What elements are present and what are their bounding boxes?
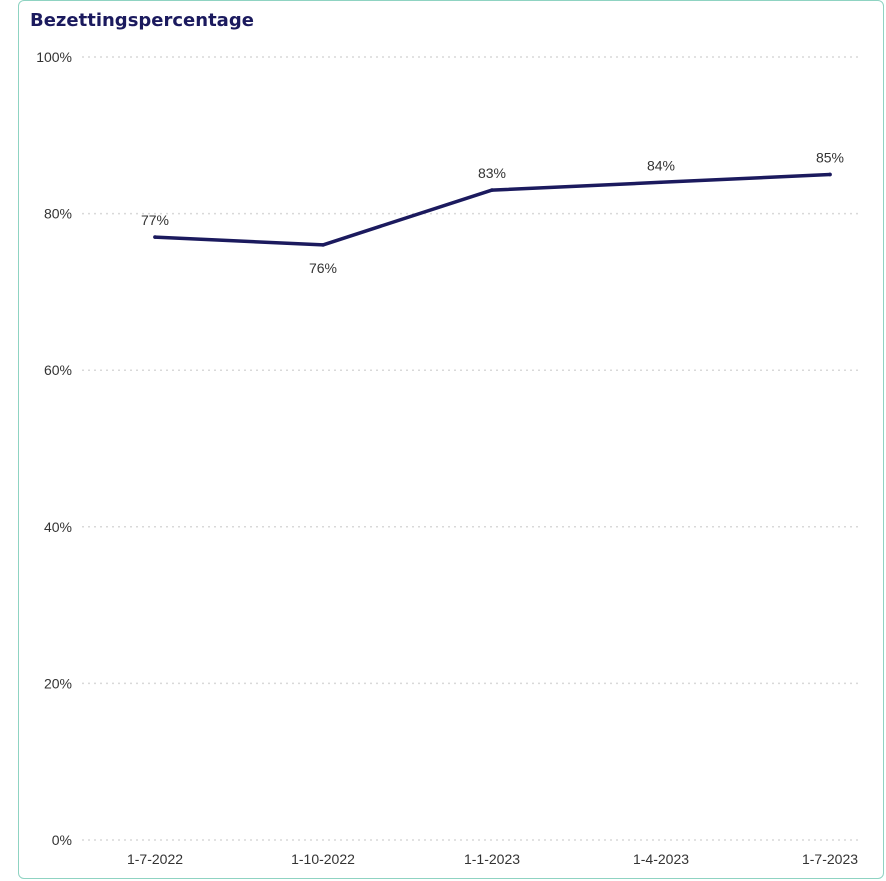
x-tick-label: 1-7-2023: [802, 851, 858, 867]
y-tick-label: 60%: [44, 362, 72, 378]
chart-title: Bezettingspercentage: [30, 10, 254, 31]
data-label: 84%: [647, 157, 675, 173]
x-tick-label: 1-10-2022: [291, 851, 355, 867]
data-point: [659, 180, 663, 185]
x-tick-label: 1-4-2023: [633, 851, 689, 867]
data-point: [828, 172, 832, 177]
data-label: 76%: [309, 260, 337, 276]
data-label: 77%: [141, 212, 169, 228]
data-label: 85%: [816, 149, 844, 165]
series-group: [153, 172, 832, 247]
x-tick-label: 1-1-2023: [464, 851, 520, 867]
x-axis-ticks: 1-7-2022 1-10-2022 1-1-2023 1-4-2023 1-7-202…: [127, 851, 858, 867]
data-point: [321, 243, 325, 247]
y-tick-label: 80%: [44, 206, 72, 222]
data-point: [490, 188, 494, 192]
y-tick-label: 0%: [52, 832, 72, 848]
data-labels: 77% 76% 83% 84% 85%: [141, 149, 844, 275]
y-axis-ticks: 0% 20% 40% 60% 80% 100%: [36, 49, 72, 848]
data-label: 83%: [478, 165, 506, 181]
y-tick-label: 20%: [44, 675, 72, 691]
chart-card: [18, 0, 884, 879]
y-tick-label: 100%: [36, 49, 72, 65]
series-line: [153, 172, 832, 247]
x-tick-label: 1-7-2022: [127, 851, 183, 867]
grid-lines: [82, 56, 858, 841]
y-tick-label: 40%: [44, 519, 72, 535]
data-point: [153, 235, 157, 239]
